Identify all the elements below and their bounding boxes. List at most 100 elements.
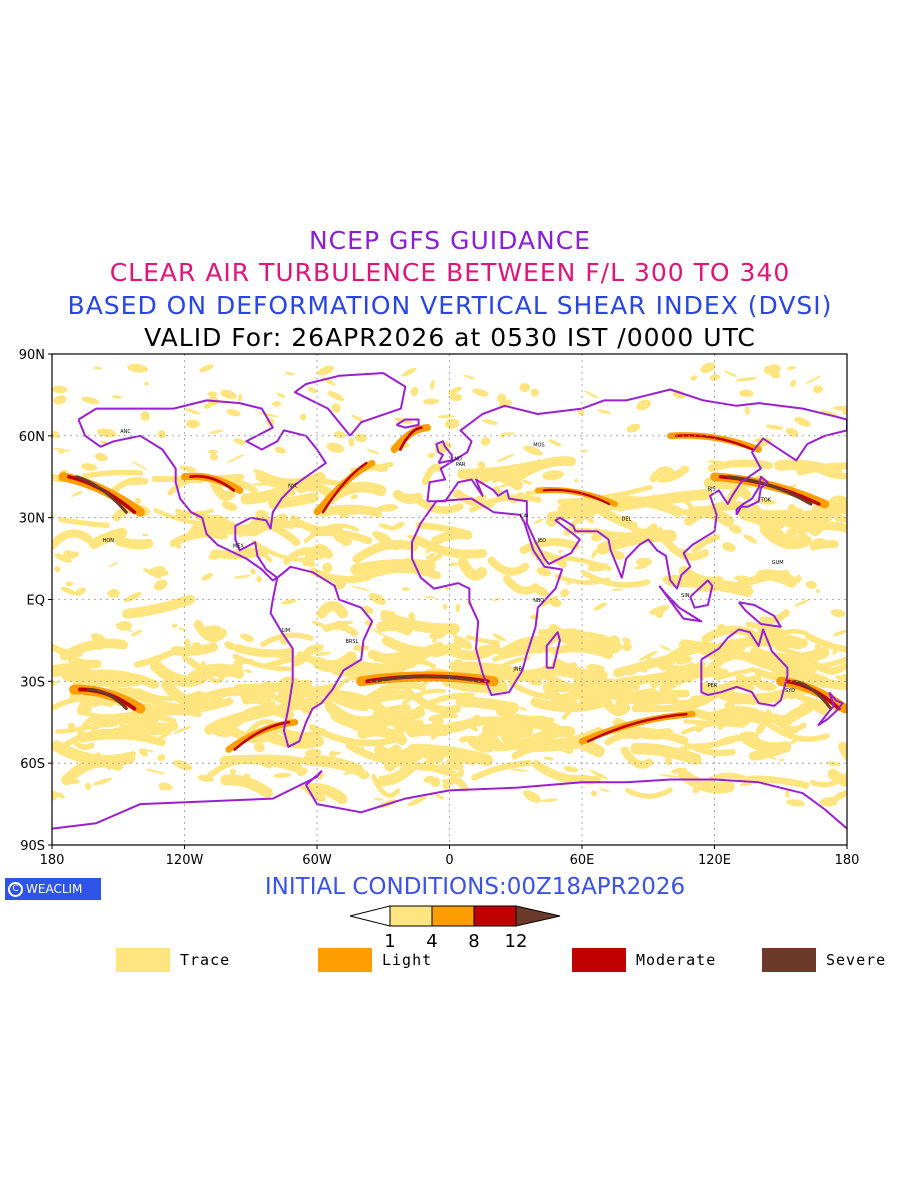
- coastline: [658, 585, 703, 623]
- trace-cell: [276, 392, 286, 398]
- trace-cell: [563, 766, 579, 773]
- trace-cell: [272, 401, 282, 407]
- trace-streak: [371, 774, 401, 798]
- trace-cell: [425, 552, 436, 559]
- lon-tick-label: 120W: [166, 853, 204, 868]
- coastline: [689, 579, 714, 609]
- trace-streak: [384, 745, 444, 772]
- colorbar-low-arrow: [349, 905, 391, 927]
- trace-cell: [765, 424, 784, 430]
- title-valid-time: VALID For: 26APR2026 at 0530 IST /0000 U…: [144, 323, 756, 352]
- trace-cell: [378, 523, 396, 531]
- trace-streak: [774, 459, 843, 479]
- trace-cell: [497, 393, 507, 404]
- trace-cell: [130, 751, 137, 756]
- trace-cell: [621, 637, 631, 644]
- legend-label: Severe: [826, 951, 887, 969]
- trace-cell: [131, 461, 148, 470]
- trace-cell: [143, 568, 162, 579]
- trace-cell: [794, 599, 810, 607]
- trace-cell: [244, 669, 253, 674]
- trace-streak: [250, 695, 323, 720]
- trace-streak: [309, 567, 372, 584]
- trace-cell: [835, 675, 847, 683]
- trace-cell: [94, 452, 108, 462]
- trace-cell: [357, 770, 370, 780]
- trace-cell: [492, 633, 506, 642]
- trace-cell: [254, 742, 265, 753]
- trace-cell: [729, 524, 742, 534]
- trace-cell: [739, 389, 754, 398]
- trace-streak: [72, 740, 95, 751]
- trace-cell: [311, 620, 327, 628]
- legend-swatch: [116, 948, 170, 972]
- trace-cell: [422, 398, 440, 405]
- trace-cell: [233, 438, 246, 445]
- trace-cell: [790, 379, 797, 388]
- trace-streak: [837, 741, 847, 762]
- station-label: CAI: [520, 514, 528, 520]
- title-method: BASED ON DEFORMATION VERTICAL SHEAR INDE…: [67, 291, 833, 320]
- station-label: BJS: [708, 486, 716, 492]
- trace-streak: [759, 608, 791, 625]
- trace-cell: [618, 732, 626, 738]
- trace-cell: [519, 383, 531, 392]
- trace-streak: [296, 650, 327, 666]
- trace-cell: [457, 768, 465, 778]
- colorbar: 1 4 8 12: [349, 905, 561, 952]
- trace-cell: [173, 760, 193, 771]
- coastline: [700, 628, 789, 707]
- trace-cell: [380, 610, 397, 615]
- trace-cell: [586, 664, 605, 671]
- legend-label: Light: [382, 951, 433, 969]
- trace-streak: [376, 760, 418, 787]
- trace-cell: [175, 542, 182, 549]
- initial-conditions: INITIAL CONDITIONS:00Z18APR2026: [264, 874, 686, 900]
- trace-streak: [839, 684, 847, 690]
- title-guidance: NCEP GFS GUIDANCE: [308, 226, 591, 255]
- trace-streak: [368, 564, 441, 580]
- colorbar-tick: 1: [384, 931, 395, 952]
- trace-streak: [67, 655, 102, 669]
- trace-cell: [172, 623, 178, 629]
- trace-streak: [705, 650, 754, 675]
- station-label: LIM: [281, 628, 290, 634]
- trace-cell: [307, 386, 318, 394]
- trace-cell: [208, 550, 225, 560]
- trace-cell: [723, 370, 738, 378]
- trace-cell: [84, 782, 92, 790]
- coastline: [426, 388, 847, 590]
- lon-tick-label: 120E: [698, 853, 731, 868]
- trace-streak: [88, 527, 128, 549]
- trace-cell: [815, 588, 821, 594]
- trace-streak: [135, 688, 202, 701]
- trace-cell: [523, 445, 543, 456]
- trace-streak: [367, 649, 429, 666]
- trace-cell: [127, 363, 148, 373]
- lat-tick-label: 30S: [20, 675, 45, 690]
- trace-cell: [317, 698, 335, 706]
- trace-cell: [427, 452, 435, 458]
- station-label: BRSL: [346, 639, 359, 645]
- trace-cell: [826, 761, 841, 767]
- trace-streak: [626, 496, 684, 518]
- trace-cell: [209, 453, 219, 461]
- trace-cell: [476, 644, 498, 651]
- trace-cell: [658, 644, 672, 652]
- station-label: GUM: [772, 560, 784, 566]
- trace-cell: [448, 386, 463, 395]
- trace-cell: [416, 724, 436, 735]
- trace-cell: [591, 534, 602, 542]
- trace-cell: [593, 602, 607, 611]
- trace-cell: [690, 695, 706, 701]
- trace-cell: [790, 660, 810, 669]
- trace-cell: [82, 702, 98, 708]
- trace-streak: [296, 481, 334, 498]
- trace-cell: [589, 769, 608, 780]
- legend-swatch: [762, 948, 816, 972]
- trace-cell: [832, 629, 847, 637]
- trace-cell: [814, 644, 821, 650]
- trace-streak: [841, 673, 847, 683]
- trace-cell: [140, 411, 150, 421]
